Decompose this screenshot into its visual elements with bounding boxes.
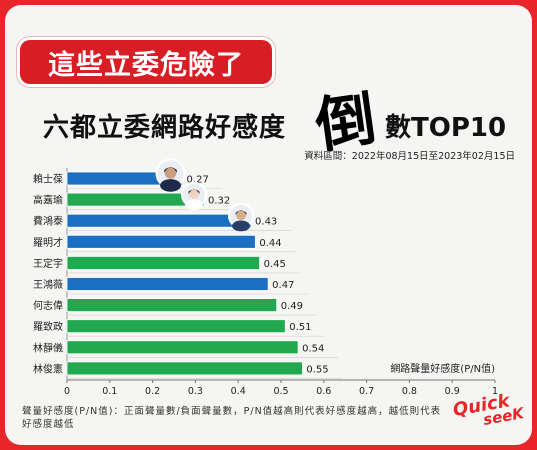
page-title: 六都立委網路好感度 — [43, 113, 287, 143]
value-label: 0.47 — [272, 280, 294, 291]
value-label: 0.55 — [306, 364, 328, 375]
data-source-note: 資料區間：2022年08月15日至2023年02月15日 — [304, 151, 515, 162]
value-label: 0.45 — [264, 259, 286, 270]
category-label: 王定宇 — [33, 257, 63, 270]
category-label: 何志偉 — [33, 299, 63, 312]
bar — [66, 277, 269, 291]
value-label: 0.49 — [281, 301, 303, 312]
value-label: 0.32 — [208, 196, 230, 207]
x-tick-label: 0 — [64, 386, 70, 397]
category-label: 王鴻薇 — [33, 278, 63, 291]
value-label: 0.27 — [187, 175, 209, 186]
category-label: 林俊憲 — [33, 362, 63, 375]
x-tick-label: 0.3 — [188, 386, 203, 397]
avatar-face — [236, 210, 247, 221]
footnote: 聲量好感度(P/N值)：正面聲量數/負面聲量數，P/N值越高則代表好感度越高，越… — [22, 406, 442, 430]
x-tick-label: 0.7 — [359, 386, 374, 397]
value-label: 0.43 — [255, 217, 277, 228]
value-label: 0.51 — [289, 322, 311, 333]
avatar-face — [164, 166, 177, 179]
bar — [66, 361, 303, 376]
value-label: 0.54 — [302, 343, 324, 354]
category-label: 賴士葆 — [33, 173, 63, 186]
bar — [66, 234, 256, 249]
x-axis-title: 網路聲量好感度(P/N值) — [390, 362, 495, 375]
x-tick-label: 0.5 — [273, 386, 288, 397]
x-tick-label: 0.2 — [145, 386, 160, 397]
avatar-hair — [235, 210, 247, 216]
x-tick-label: 0.4 — [231, 386, 246, 397]
avatar-face — [188, 188, 200, 200]
bar — [66, 255, 261, 270]
x-tick-label: 1 — [492, 386, 498, 397]
x-tick-label: 0.9 — [445, 386, 460, 397]
avatar-shoulders — [184, 199, 203, 211]
headline-badge: 這些立委危險了 — [20, 40, 272, 84]
category-label: 費鴻泰 — [33, 215, 63, 228]
x-tick-label: 0.1 — [102, 386, 117, 397]
avatar-hair — [188, 189, 200, 194]
category-label: 羅明才 — [33, 236, 63, 249]
value-label: 0.44 — [259, 238, 281, 249]
bar — [66, 298, 278, 313]
category-label: 高嘉瑜 — [33, 194, 63, 207]
page-title-suffix: 數TOP10 — [385, 113, 507, 143]
bar — [66, 319, 286, 334]
category-label: 林靜儀 — [33, 341, 63, 354]
avatar-shoulders — [160, 179, 182, 192]
bar — [66, 340, 299, 355]
x-tick-label: 0.6 — [316, 386, 331, 397]
category-label: 羅致政 — [33, 320, 63, 333]
avatar-hair — [164, 167, 177, 173]
bar — [66, 213, 252, 228]
avatar-shoulders — [232, 220, 251, 232]
x-tick-label: 0.8 — [402, 386, 417, 397]
